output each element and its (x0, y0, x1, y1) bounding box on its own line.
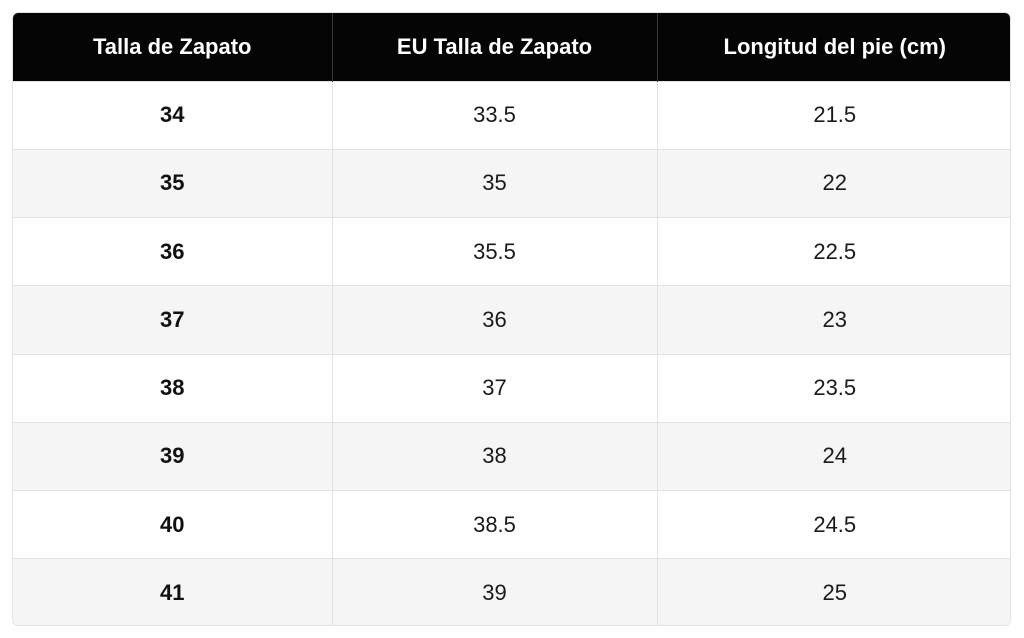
cell-shoe-size: 40 (13, 489, 333, 559)
table-row: 37 36 23 (13, 285, 1010, 354)
cell-eu-size: 33.5 (332, 80, 658, 150)
table-row: 40 38.5 24.5 (13, 489, 1010, 559)
table-row: 35 35 22 (13, 148, 1010, 218)
cell-foot-length: 22.5 (657, 216, 1010, 286)
header-eu-shoe-size: EU Talla de Zapato (332, 13, 658, 81)
cell-foot-length: 25 (657, 558, 1010, 625)
cell-foot-length: 23.5 (657, 353, 1010, 423)
table-row: 36 35.5 22.5 (13, 216, 1010, 286)
cell-eu-size: 38 (332, 421, 658, 491)
header-foot-length: Longitud del pie (cm) (723, 33, 946, 59)
size-chart-container: Talla de Zapato EU Talla de Zapato Longi… (12, 12, 1011, 626)
cell-eu-size: 35 (332, 148, 658, 218)
cell-foot-length: 23 (657, 285, 1010, 354)
cell-foot-length: 21.5 (657, 80, 1010, 150)
table-row: 39 38 24 (13, 421, 1010, 491)
cell-shoe-size: 37 (13, 285, 333, 354)
cell-eu-size: 35.5 (332, 216, 658, 286)
cell-shoe-size: 41 (13, 558, 333, 625)
cell-eu-size: 39 (332, 558, 658, 625)
cell-foot-length: 24.5 (657, 489, 1010, 559)
table-row: 38 37 23.5 (13, 353, 1010, 423)
cell-shoe-size: 34 (13, 80, 333, 150)
cell-foot-length: 24 (657, 421, 1010, 491)
table-header: Talla de Zapato EU Talla de Zapato Longi… (13, 13, 1010, 81)
cell-eu-size: 36 (332, 285, 658, 354)
cell-eu-size: 37 (332, 353, 658, 423)
header-shoe-size: Talla de Zapato (13, 13, 333, 81)
cell-eu-size: 38.5 (332, 489, 658, 559)
table-body: 34 33.5 21.5 35 35 22 36 35.5 22.5 37 36… (13, 80, 1010, 625)
table-row: 41 39 25 (13, 558, 1010, 625)
shoe-size-table: Talla de Zapato EU Talla de Zapato Longi… (13, 13, 1010, 625)
cell-shoe-size: 39 (13, 421, 333, 491)
table-row: 34 33.5 21.5 (13, 80, 1010, 150)
cell-shoe-size: 35 (13, 148, 333, 218)
header-row: Talla de Zapato EU Talla de Zapato Longi… (13, 13, 1010, 81)
cell-foot-length: 22 (657, 148, 1010, 218)
cell-shoe-size: 36 (13, 216, 333, 286)
cell-shoe-size: 38 (13, 353, 333, 423)
